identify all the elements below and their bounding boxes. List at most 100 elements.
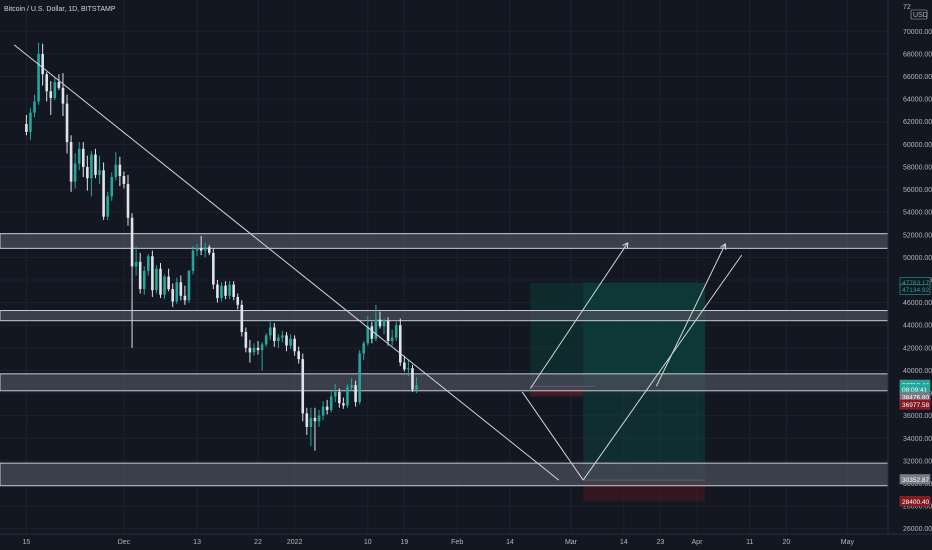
- candle-body: [49, 91, 53, 98]
- candle-body: [134, 261, 138, 267]
- time-tick-label: 10: [364, 539, 372, 546]
- candle-body: [41, 53, 44, 75]
- time-tick-label: 23: [657, 539, 665, 546]
- stop-area: [530, 386, 584, 397]
- price-tag-box: [899, 474, 931, 485]
- arrow-head: [626, 242, 629, 249]
- price-tag-box: [899, 284, 931, 295]
- candle-body: [240, 304, 244, 332]
- price-tick-label: 26000.00: [903, 526, 932, 533]
- candle-body: [130, 217, 134, 267]
- candle-body: [342, 403, 345, 406]
- projection-arrows[interactable]: [529, 242, 727, 389]
- candle-body: [126, 183, 130, 218]
- candle-body: [69, 142, 73, 182]
- candle-body: [374, 319, 378, 339]
- candle-body: [167, 276, 170, 290]
- trendlines[interactable]: [13, 44, 743, 481]
- candle-body: [285, 335, 288, 346]
- candle-body: [187, 270, 191, 301]
- price-tag-label: 47763.17: [902, 280, 929, 287]
- candle-body: [317, 415, 321, 422]
- price-tick-label: 52000.00: [903, 232, 932, 239]
- price-tick-label: 70000.00: [903, 29, 932, 36]
- candle-body: [203, 247, 207, 251]
- price-tag-box: [899, 399, 931, 410]
- price-tick-label: 58000.00: [903, 164, 932, 171]
- time-tick-label: Feb: [451, 539, 463, 546]
- candle-body: [61, 87, 65, 104]
- time-tick-label: Mar: [565, 539, 578, 546]
- candle-body: [106, 196, 109, 217]
- price-tick-label: 62000.00: [903, 119, 932, 126]
- candle-body: [73, 163, 77, 182]
- currency-badge[interactable]: [910, 9, 928, 20]
- candle-body: [236, 296, 240, 305]
- candle-body: [171, 289, 174, 302]
- candle-body: [159, 268, 162, 295]
- candle-body: [37, 53, 40, 102]
- candle-body: [354, 385, 357, 403]
- currency-label: USD: [913, 12, 928, 19]
- candle-body: [256, 347, 260, 351]
- time-axis[interactable]: 15 Dec 13 22 2022 10 19 Feb 14 Mar 14 23 Apr 11 20 May: [22, 539, 854, 546]
- price-tick-label: 28000.00: [903, 504, 932, 511]
- candle-body: [114, 164, 118, 178]
- candle-body: [390, 337, 394, 342]
- candle-body: [358, 353, 361, 403]
- time-tick-label: Dec: [118, 539, 131, 546]
- candle-body: [163, 276, 166, 295]
- candle-body: [65, 103, 69, 143]
- candle-body: [333, 391, 337, 397]
- candle-body: [77, 148, 81, 164]
- candle-body: [45, 74, 49, 92]
- candle-body: [155, 268, 158, 291]
- candle-body: [415, 385, 418, 390]
- candle-body: [329, 396, 333, 410]
- candle-body: [175, 282, 179, 302]
- zone-rect: [0, 310, 889, 322]
- chart-title: Bitcoin / U.S. Dollar, 1D, BITSTAMP: [4, 6, 116, 13]
- price-tick-label: 54000.00: [903, 210, 932, 217]
- candle-body: [191, 250, 195, 271]
- candle-body: [378, 319, 382, 327]
- candle-body: [313, 417, 317, 422]
- candle-body: [264, 335, 268, 345]
- price-tick-label: 46000.00: [903, 300, 932, 307]
- candle-body: [346, 387, 349, 406]
- candle-body: [289, 338, 292, 346]
- candle-body: [195, 248, 199, 251]
- candle-body: [216, 284, 219, 299]
- candle-body: [199, 248, 203, 251]
- price-tick-label: 40000.00: [903, 368, 932, 375]
- price-tick-label: 34000.00: [903, 436, 932, 443]
- candle-body: [260, 344, 264, 351]
- candle-body: [273, 327, 276, 342]
- candle-body: [183, 295, 187, 301]
- price-tick-label: 60000.00: [903, 142, 932, 149]
- time-tick-label: 13: [193, 539, 201, 546]
- trendline: [582, 254, 743, 481]
- price-tag-label: 28400.40: [902, 499, 929, 506]
- candle-body: [350, 385, 353, 388]
- candle-body: [207, 247, 211, 253]
- candle-body: [228, 284, 231, 296]
- candle-body: [301, 359, 305, 414]
- candle-body: [224, 285, 227, 296]
- price-tick-label: 32000.00: [903, 458, 932, 465]
- price-tag-label: 08:09:41: [902, 387, 928, 394]
- candle-body: [366, 326, 370, 344]
- candle-body: [29, 112, 32, 132]
- candle-body: [305, 413, 309, 427]
- time-tick-label: Apr: [692, 539, 704, 546]
- support-resistance-zones[interactable]: [0, 233, 889, 487]
- price-tick-label: 56000.00: [903, 187, 932, 194]
- price-tick-label: 42000.00: [903, 345, 932, 352]
- price-tick-label: 68000.00: [903, 51, 932, 58]
- candle-body: [179, 282, 183, 296]
- candle-body: [53, 82, 57, 98]
- price-tags: 47763.1747134.9238710.4408:09:4138476.80…: [899, 277, 931, 507]
- price-tick-label: 50000.00: [903, 255, 932, 262]
